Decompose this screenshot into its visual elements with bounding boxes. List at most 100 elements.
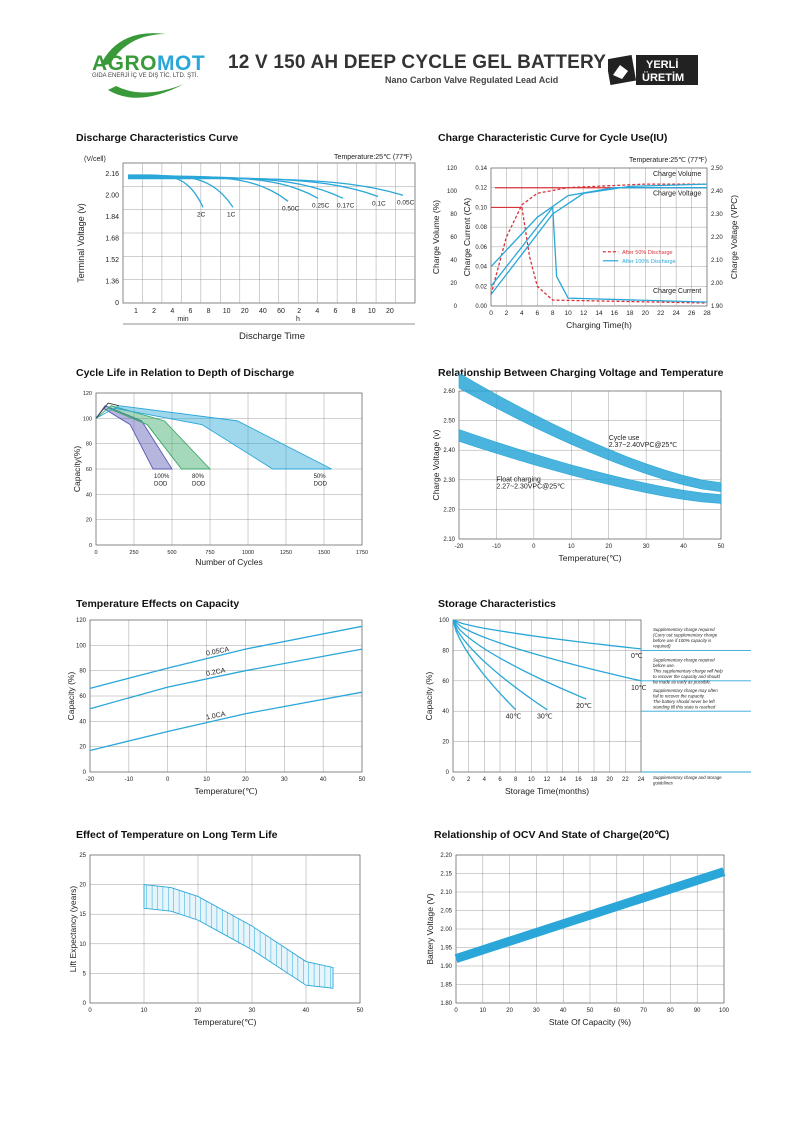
- y-tick-label: 40: [442, 709, 449, 715]
- y-voltage-tick: 1.90: [711, 304, 723, 310]
- curve-label: 1C: [227, 211, 236, 218]
- yerli-uretim-badge: YERLİ ÜRETİM: [608, 55, 698, 85]
- voltage-curve-100: [490, 187, 707, 268]
- x-tick-label: 20: [386, 308, 394, 315]
- y-tick-label: 1.80: [440, 1001, 452, 1007]
- x-tick-label: 40: [259, 308, 267, 315]
- zone-note: before use if 100% capacity is: [653, 638, 712, 643]
- zone-note: guidelines: [653, 781, 674, 786]
- storage-curve-40℃: [452, 619, 517, 711]
- x-tick-label: 28: [703, 310, 711, 317]
- y-voltage-tick: 2.40: [711, 189, 723, 195]
- panel-title-discharge: Discharge Characteristics Curve: [76, 132, 239, 144]
- x-tick-label: 40: [303, 1008, 310, 1014]
- y-tick-label: 20: [442, 740, 449, 746]
- plot-frame: [89, 854, 361, 1004]
- series-label: 20℃: [576, 703, 592, 710]
- dod-label: DOD: [154, 481, 168, 487]
- x-axis-label: Number of Cycles: [195, 557, 263, 567]
- current-curve-100: [490, 205, 708, 303]
- curve-label: 2C: [197, 211, 206, 218]
- x-tick-label: 30: [281, 777, 288, 783]
- x-tick-label: 8: [352, 308, 356, 315]
- x-tick-label: 20: [642, 310, 650, 317]
- y-tick-label: 80: [86, 442, 92, 448]
- x-tick-label: 10: [568, 544, 575, 550]
- zone-note: This supplementary charge will help: [653, 668, 723, 673]
- badge-line-1: YERLİ: [646, 58, 678, 71]
- x-tick-label: 750: [205, 550, 214, 556]
- x-tick-label: 40: [320, 777, 327, 783]
- x-tick-label: 2: [467, 777, 471, 783]
- x-unit-min: min: [177, 316, 188, 323]
- y-current-tick: 0.02: [475, 284, 487, 290]
- x-tick-label: -20: [86, 777, 95, 783]
- x-tick-label: 40: [560, 1008, 567, 1014]
- y-tick-label: 10: [79, 942, 86, 948]
- curve-label: 0.25C: [312, 202, 330, 209]
- curve-label-current: Charge Current: [653, 288, 701, 295]
- x-tick-label: 6: [535, 310, 539, 317]
- zone-note: The battery should never be left: [653, 699, 716, 704]
- storage-curve-20℃: [452, 619, 587, 700]
- series-label: 1.0CA: [206, 711, 227, 722]
- y-voltage-tick: 2.00: [711, 281, 723, 287]
- x-tick-label: 20: [506, 1008, 513, 1014]
- x-tick-label: 4: [170, 308, 174, 315]
- x-tick-label: 4: [315, 308, 319, 315]
- series-label: 40℃: [506, 714, 522, 721]
- x-axis-label: State Of Capacity (%): [549, 1017, 631, 1027]
- dod-label: 50%: [314, 474, 327, 480]
- x-axis-label: Charging Time(h): [566, 320, 632, 330]
- x-tick-label: 30: [643, 544, 650, 550]
- x-tick-label: 20: [242, 777, 249, 783]
- y-tick-label: 2.10: [440, 890, 452, 896]
- cycle-band-100% DOD: [95, 405, 173, 470]
- x-tick-label: 14: [559, 777, 566, 783]
- plot-frame: [458, 390, 722, 540]
- curve-label-voltage: Charge Voltage: [653, 191, 701, 198]
- y-tick-label: 60: [79, 694, 86, 700]
- temperature-note: Temperature:25℃ (77℉): [334, 154, 412, 161]
- chart-discharge: 0 1.36 1.52 1.68 1.84 2.00 2.16 (V/cell) Termina…: [76, 154, 416, 342]
- x-tick-label: 12: [544, 777, 551, 783]
- zone-note: be made as early as possible.: [653, 679, 711, 684]
- x-tick-label: 0: [454, 1008, 458, 1014]
- y-axis-label: Lift Expectancy (years): [68, 886, 78, 973]
- zone-note: Supplementary charge and storage: [653, 775, 722, 780]
- y-volume-tick: 120: [447, 166, 458, 172]
- band-range: 2.37~2.40VPC@25℃: [609, 442, 678, 449]
- x-tick-label: 30: [249, 1008, 256, 1014]
- chart-voltage-temp: -20 -10 0 10 20 30 40 50 2.10 2.20 2.30 2.40 2.50 2.6…: [431, 372, 725, 563]
- y-volume-tick: 60: [450, 235, 457, 241]
- y-axis-label: Capacity (%): [66, 672, 76, 721]
- x-tick-label: 12: [580, 310, 588, 317]
- y-current-tick: 0.14: [475, 166, 487, 172]
- curve-label-volume: Charge Volume: [653, 171, 701, 178]
- x-tick-label: 1: [134, 308, 138, 315]
- volume-curve-100: [490, 183, 708, 295]
- zone-note: before use.: [653, 663, 675, 668]
- x-tick-label: 16: [575, 777, 582, 783]
- y-tick-label: 0: [115, 300, 119, 307]
- x-tick-label: 18: [626, 310, 634, 317]
- capacity-line-0.2CA: [89, 648, 363, 710]
- capacity-line-0.05CA: [89, 625, 363, 690]
- panel-title-long-term-life: Effect of Temperature on Long Term Life: [76, 829, 278, 841]
- y-tick-label: 2.30: [443, 478, 455, 484]
- x-unit-h: h: [296, 316, 300, 323]
- voltage-band-1: [458, 429, 722, 504]
- x-axis-label: Temperature(℃): [195, 786, 258, 796]
- y-tick-label: 1.36: [105, 278, 119, 285]
- panel-title-ocv: Relationship of OCV And State of Charge(…: [434, 829, 670, 841]
- y-tick-label: 100: [76, 643, 87, 649]
- y-tick-label: 2.16: [105, 171, 119, 178]
- y-current-tick: 0.06: [475, 245, 487, 251]
- x-tick-label: 10: [203, 777, 210, 783]
- x-tick-label: 500: [167, 550, 176, 556]
- y-tick-label: 20: [79, 883, 86, 889]
- x-tick-label: 60: [613, 1008, 620, 1014]
- voltage-band-0: [458, 372, 722, 492]
- y-tick-label: 40: [86, 492, 92, 498]
